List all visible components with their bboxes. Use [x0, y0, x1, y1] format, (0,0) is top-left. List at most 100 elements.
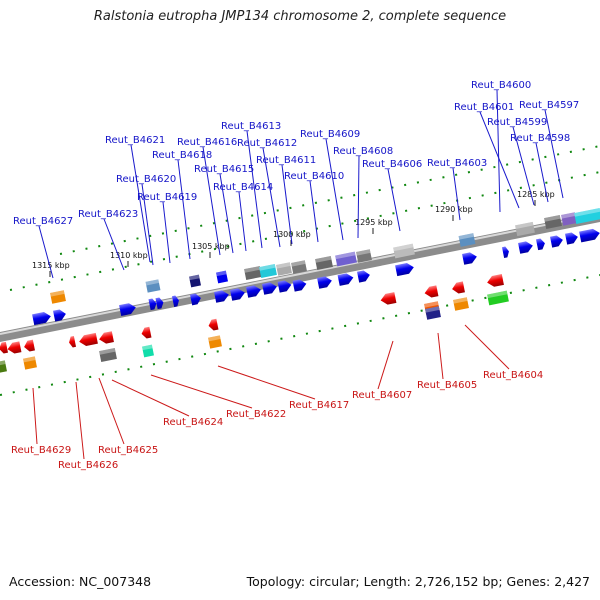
feature-box [244, 266, 262, 280]
feature-box-shine [244, 266, 261, 273]
gene-leader-line [32, 387, 38, 445]
feature-box-shine [208, 335, 221, 342]
plus-gene-arrow [501, 246, 509, 258]
gene-label-reut_b4619: Reut_B4619 [137, 192, 197, 203]
plus-gene-arrow [518, 241, 533, 254]
feature-box [259, 264, 277, 278]
feature-box-shine [335, 251, 356, 260]
feature-box [142, 344, 154, 358]
feature-box [561, 212, 577, 226]
minus-gene-arrow [69, 336, 77, 348]
minus-gene-arrow-body [69, 336, 77, 348]
feature-box-body [561, 212, 577, 226]
plus-gene-arrow [337, 273, 354, 286]
minus-gene-arrow [79, 332, 98, 346]
gene-leader-line [387, 168, 401, 232]
feature-box-shine [487, 290, 508, 299]
feature-box-shine [23, 356, 36, 363]
gene-label-reut_b4610: Reut_B4610 [284, 171, 344, 182]
gene-leader-line [150, 374, 253, 409]
feature-box [23, 356, 37, 370]
feature-box [393, 243, 415, 259]
minus-gene-arrow-body [0, 341, 9, 354]
plus-gene-arrow [155, 297, 164, 310]
feature-box [335, 251, 357, 267]
scale-tick-label: 1295 kbp [355, 218, 393, 227]
gene-leader-line [437, 332, 444, 380]
feature-box-body [315, 256, 333, 270]
feature-box [216, 270, 228, 284]
plus-gene-arrow [550, 235, 563, 248]
scale-tick-label: 1285 kbp [517, 190, 555, 199]
gene-label-reut_b4603: Reut_B4603 [427, 158, 487, 169]
plus-gene-arrow [292, 279, 307, 292]
tick-guides [0, 145, 600, 396]
minus-gene-arrow-body [424, 285, 439, 298]
gene-label-reut_b4622: Reut_B4622 [226, 409, 286, 420]
gene-leader-line [202, 146, 221, 256]
gene-label-reut_b4627: Reut_B4627 [13, 216, 73, 227]
feature-box-body [276, 262, 292, 276]
feature-box-body [142, 344, 154, 358]
feature-box [458, 233, 476, 247]
plus-gene-arrow [148, 298, 157, 311]
plus-gene-arrow-body [395, 263, 414, 277]
gene-leader-line [262, 147, 281, 248]
minus-gene-arrow-body [24, 339, 35, 352]
gene-label-reut_b4629: Reut_B4629 [11, 445, 71, 456]
gene-label-reut_b4620: Reut_B4620 [116, 174, 176, 185]
upper-tick-row [9, 171, 600, 291]
gene-label-reut_b4624: Reut_B4624 [163, 417, 223, 428]
minus-gene-arrow-body [99, 331, 114, 344]
feature-box-body [487, 290, 509, 306]
minus-gene-arrow-body [7, 341, 22, 354]
gene-label-reut_b4612: Reut_B4612 [237, 138, 297, 149]
feature-box [515, 221, 535, 237]
gene-label-reut_b4609: Reut_B4609 [300, 129, 360, 140]
feature-box-body [393, 243, 415, 259]
accession-label: Accession: NC_007348 [9, 574, 152, 589]
plus-gene-arrow-body [155, 297, 164, 310]
plus-gene-arrow-body [337, 273, 354, 286]
plus-gene-arrow [579, 228, 600, 243]
feature-box [276, 262, 292, 276]
gene-leader-line [38, 225, 54, 279]
feature-box-shine [276, 262, 291, 269]
feature-box-body [244, 266, 262, 280]
plus-gene-arrow [246, 285, 261, 298]
feature-box [315, 256, 333, 270]
feature-box-shine [393, 243, 414, 252]
feature-box-body [544, 215, 562, 229]
plus-gene-arrow [214, 290, 229, 303]
gene-leader-line [238, 191, 247, 252]
gene-label-reut_b4611: Reut_B4611 [256, 155, 316, 166]
feature-box [291, 260, 307, 274]
scale-tick-label: 1290 kbp [435, 205, 473, 214]
feature-box-shine [216, 270, 227, 277]
gene-leader-line [496, 89, 501, 213]
gene-label-reut_b4623: Reut_B4623 [78, 209, 138, 220]
gene-label-reut_b4613: Reut_B4613 [221, 121, 281, 132]
feature-box-shine [561, 212, 576, 219]
minus-gene-arrow [7, 341, 22, 354]
feature-box-shine [291, 260, 306, 267]
gene-leader-line [309, 180, 319, 243]
gene-leader-line [512, 126, 535, 206]
feature-box-body [335, 251, 357, 267]
scale-tick-label: 1310 kbp [110, 251, 148, 260]
feature-box [453, 297, 469, 311]
gene-leader-line [246, 130, 263, 249]
plus-gene-arrow [565, 232, 578, 245]
plus-gene-arrow-body [535, 238, 545, 251]
gene-leader-line [452, 167, 461, 221]
plus-gene-arrow-body [53, 309, 66, 322]
topology-label: Topology: circular; Length: 2,726,152 bp… [246, 574, 590, 589]
gene-label-reut_b4598: Reut_B4598 [510, 133, 570, 144]
feature-box-shine [0, 360, 6, 367]
minus-gene-arrow [380, 292, 397, 305]
feature-box-body [0, 360, 7, 374]
plus-gene-arrow-body [214, 290, 229, 303]
minus-gene-arrow [487, 274, 504, 287]
minus-gene-arrow [208, 318, 219, 331]
